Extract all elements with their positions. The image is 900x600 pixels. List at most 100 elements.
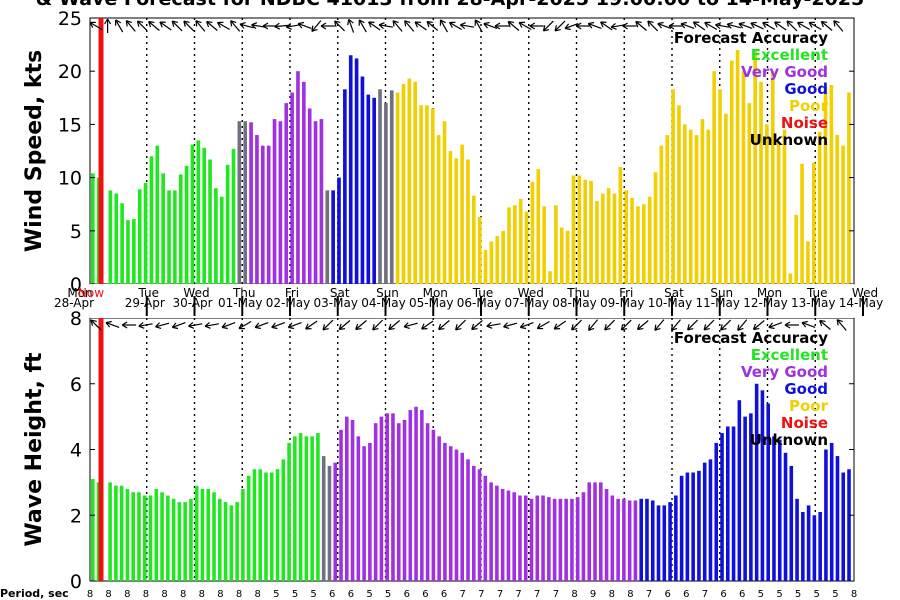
period-value: 8 <box>571 589 577 600</box>
direction-arrow <box>125 20 136 32</box>
period-value: 7 <box>646 589 652 600</box>
y-axis-ticks: 0 5 10 15 20 25 <box>58 8 854 296</box>
bar <box>173 190 177 284</box>
direction-arrow <box>486 321 501 329</box>
bar <box>155 145 160 284</box>
period-value: 6 <box>329 589 335 600</box>
direction-arrow <box>121 321 137 329</box>
bar <box>472 465 476 581</box>
direction-arrow <box>471 320 483 331</box>
period-value: 8 <box>180 589 186 600</box>
direction-arrow <box>388 320 401 331</box>
bar <box>356 436 361 581</box>
day-name: Tue <box>472 286 494 300</box>
legend-entry: Poor <box>789 397 829 415</box>
bar <box>735 49 740 284</box>
legend-entry: Noise <box>781 114 828 132</box>
day-name: Thu <box>232 286 256 300</box>
bar <box>319 119 324 284</box>
day-name: Fri <box>285 286 299 300</box>
bar <box>581 492 586 581</box>
bar <box>177 502 182 581</box>
direction-arrow <box>668 22 683 30</box>
bar <box>373 423 378 581</box>
bar <box>360 76 365 285</box>
period-value: 8 <box>199 589 205 600</box>
bar <box>630 197 634 284</box>
bar <box>161 173 165 284</box>
bar <box>610 495 615 581</box>
bar <box>184 165 189 284</box>
bar <box>718 89 722 284</box>
bar <box>472 195 476 284</box>
bar <box>554 205 558 284</box>
bar <box>148 495 153 581</box>
bar <box>178 174 183 284</box>
bar <box>501 230 505 284</box>
bar <box>143 182 148 284</box>
bar <box>264 472 268 581</box>
direction-arrow <box>636 320 649 331</box>
direction-arrow <box>483 21 498 29</box>
bar <box>442 121 447 285</box>
direction-arrow <box>564 23 579 31</box>
period-value: 6 <box>404 589 410 600</box>
direction-arrow <box>571 319 582 331</box>
now-label: Now <box>78 286 104 300</box>
direction-arrow <box>320 22 335 30</box>
bar <box>724 113 728 284</box>
bar <box>430 108 435 284</box>
direction-arrow <box>715 22 730 30</box>
bar <box>275 469 280 581</box>
bar <box>547 497 551 581</box>
direction-arrow <box>89 21 103 31</box>
bar <box>296 71 300 284</box>
bar <box>448 151 453 284</box>
bar <box>587 482 592 582</box>
direction-arrow <box>680 21 695 29</box>
day-name: Wed <box>852 286 878 300</box>
day-name: Sun <box>710 286 733 300</box>
direction-arrow <box>670 319 681 331</box>
bar <box>477 216 482 284</box>
bar <box>577 175 582 284</box>
bar <box>313 121 318 285</box>
direction-arrow <box>414 21 427 31</box>
bar <box>183 502 187 581</box>
direction-arrow <box>647 20 659 32</box>
bar <box>575 497 580 581</box>
direction-arrow <box>188 321 203 329</box>
direction-arrow <box>784 321 799 329</box>
bar <box>287 442 291 581</box>
bar <box>541 495 545 581</box>
wind-speed-panel: 0 5 10 15 20 25 Wind Speed, kts Forecast Accura… <box>22 8 855 296</box>
direction-arrow <box>251 22 266 30</box>
bar <box>321 456 326 581</box>
bar <box>583 179 587 284</box>
bar <box>741 71 746 284</box>
direction-arrow <box>752 320 765 331</box>
period-value: 7 <box>460 589 466 600</box>
bar <box>782 129 787 284</box>
bar <box>395 92 400 284</box>
bar <box>656 505 661 581</box>
legend-title: Forecast Accuracy <box>674 329 828 347</box>
period-value: 6 <box>683 589 689 600</box>
direction-arrow <box>136 20 148 32</box>
y-tick-label: 0 <box>70 274 82 296</box>
bar <box>402 419 407 581</box>
bar <box>108 482 112 582</box>
bar <box>674 495 678 581</box>
bar <box>218 498 222 581</box>
bar <box>506 490 511 581</box>
bar <box>241 488 245 581</box>
bar <box>766 403 770 581</box>
direction-arrow <box>238 320 252 330</box>
direction-arrow <box>347 18 355 33</box>
direction-arrow <box>554 20 566 32</box>
bar <box>812 515 817 581</box>
direction-arrow <box>553 320 567 330</box>
bar <box>194 485 199 581</box>
